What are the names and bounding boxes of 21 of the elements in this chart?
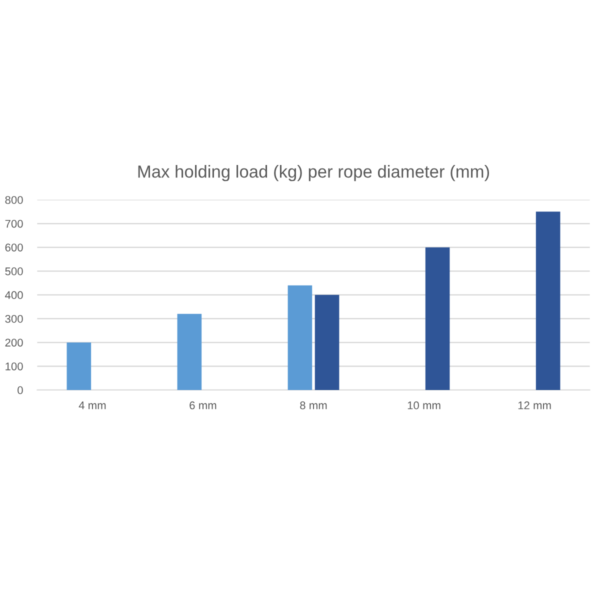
y-tick-label: 700 bbox=[5, 220, 23, 228]
x-tick-label: 4 mm bbox=[78, 402, 106, 410]
x-tick-label: 6 mm bbox=[190, 401, 216, 410]
bar bbox=[66, 342, 92, 390]
x-tick-label: 8 mm bbox=[300, 401, 327, 410]
chart-title: Max holding load (kg) per rope diameter (mm) bbox=[138, 164, 490, 182]
bar bbox=[536, 212, 560, 390]
y-tick-label: 600 bbox=[5, 244, 23, 252]
y-tick-label: 800 bbox=[5, 196, 23, 204]
y-tick-label: 300 bbox=[5, 314, 23, 323]
bar bbox=[177, 314, 202, 390]
y-tick-label: 100 bbox=[6, 362, 23, 370]
y-tick-label: 500 bbox=[5, 267, 23, 276]
x-tick-label: 12 mm bbox=[518, 401, 551, 410]
bar bbox=[288, 285, 312, 390]
x-tick-label: 10 mm bbox=[408, 401, 440, 410]
bar bbox=[425, 247, 450, 390]
y-tick-label: 200 bbox=[5, 338, 23, 347]
y-tick-label: 0 bbox=[18, 386, 23, 394]
bar bbox=[314, 294, 340, 390]
y-tick-label: 400 bbox=[5, 291, 23, 300]
